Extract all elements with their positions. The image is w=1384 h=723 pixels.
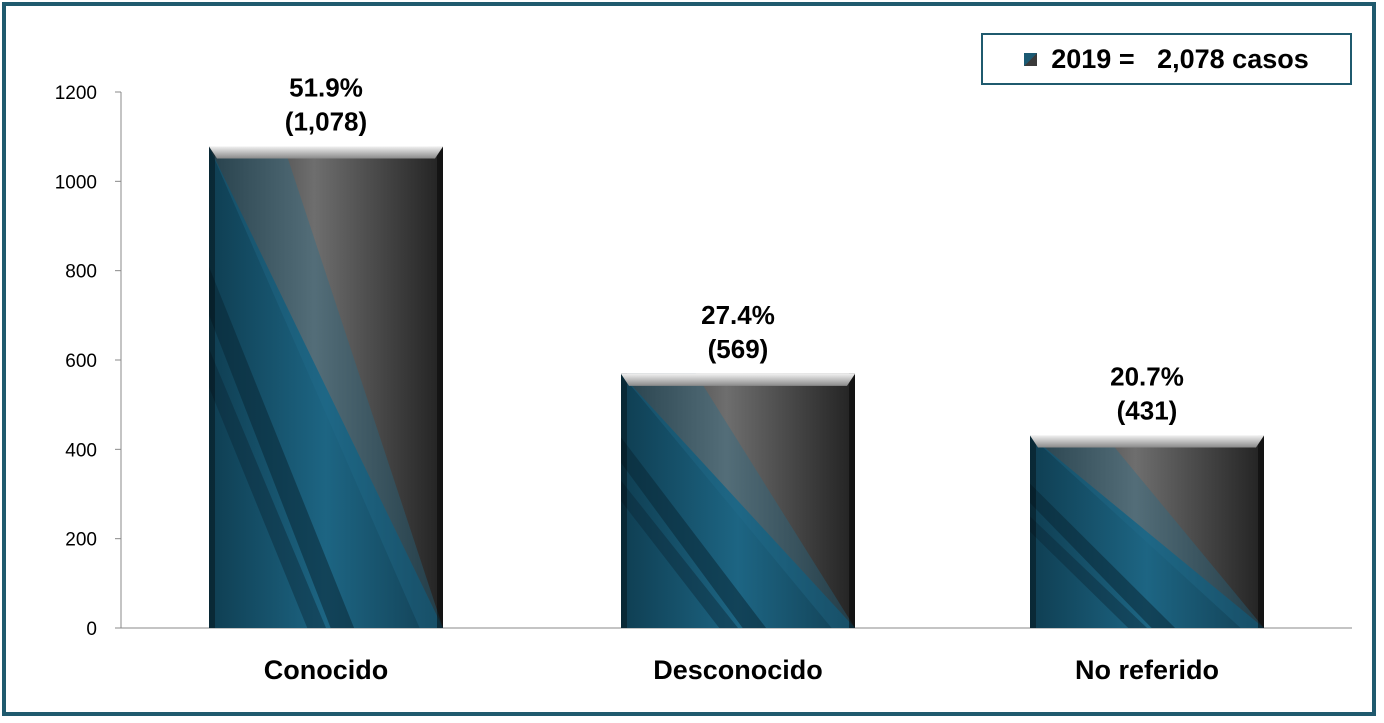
data-label-count: (431) (1117, 395, 1178, 425)
bar-desconocido (621, 373, 855, 628)
x-category-label: Desconocido (653, 655, 823, 685)
bar-top-cap (209, 146, 443, 159)
y-tick-label: 600 (65, 351, 97, 372)
legend-total: 2,078 casos (1157, 43, 1309, 74)
data-label-percent: 20.7% (1110, 361, 1184, 391)
bar-no-referido (1030, 435, 1264, 628)
legend-year: 2019 = (1051, 43, 1135, 74)
data-label-percent: 51.9% (289, 72, 363, 102)
bar-conocido (209, 146, 443, 628)
y-tick-label: 1000 (55, 172, 97, 193)
data-label-count: (569) (708, 334, 769, 364)
x-category-label: Conocido (264, 655, 388, 685)
bar-top-cap (621, 373, 855, 386)
y-tick-label: 200 (65, 530, 97, 551)
y-tick-label: 800 (65, 262, 97, 283)
y-tick-label: 0 (86, 619, 97, 640)
x-category-label: No referido (1075, 655, 1219, 685)
y-tick-label: 400 (65, 440, 97, 461)
legend-swatch-icon (1024, 52, 1038, 66)
data-label-percent: 27.4% (701, 300, 775, 330)
bar-top-cap (1030, 435, 1264, 448)
y-tick-label: 1200 (55, 83, 97, 104)
data-label-count: (1,078) (285, 106, 367, 136)
legend: 2019 = 2,078 casos (981, 33, 1352, 85)
